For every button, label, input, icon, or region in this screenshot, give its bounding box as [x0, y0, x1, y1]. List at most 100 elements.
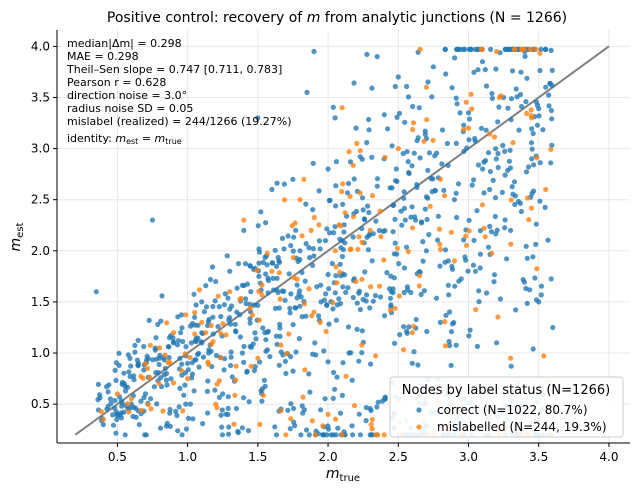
point-correct — [443, 312, 449, 318]
point-correct — [353, 208, 360, 214]
point-correct — [248, 289, 254, 295]
point-correct — [430, 64, 436, 70]
point-correct — [354, 300, 360, 306]
point-correct — [346, 350, 352, 356]
point-correct — [299, 403, 305, 409]
point-correct — [364, 292, 370, 298]
point-correct — [449, 266, 456, 272]
point-correct — [294, 282, 300, 288]
point-mislabelled — [369, 193, 376, 199]
point-correct — [492, 195, 499, 201]
point-correct — [390, 229, 396, 235]
point-mislabelled — [203, 330, 209, 336]
point-mislabelled — [465, 125, 472, 131]
point-correct — [212, 298, 218, 304]
point-correct — [365, 203, 371, 209]
point-mislabelled — [381, 432, 387, 438]
point-mislabelled — [199, 319, 205, 325]
point-mislabelled — [146, 374, 153, 380]
point-correct — [447, 343, 453, 349]
point-correct — [252, 364, 258, 370]
point-correct — [331, 369, 337, 376]
point-mislabelled — [473, 307, 479, 313]
point-correct — [108, 401, 114, 407]
point-correct — [118, 410, 124, 416]
point-correct — [489, 95, 495, 101]
point-correct — [397, 332, 403, 338]
stat-line: median|Δm| = 0.298 — [67, 37, 182, 50]
point-mislabelled — [301, 301, 308, 307]
point-mislabelled — [495, 314, 501, 320]
point-correct — [183, 401, 189, 407]
point-correct — [523, 169, 530, 175]
point-correct — [150, 357, 156, 363]
point-correct — [325, 426, 332, 432]
point-correct — [156, 361, 162, 368]
point-correct — [439, 127, 446, 133]
point-mislabelled — [277, 296, 283, 302]
point-correct — [485, 244, 492, 250]
point-correct — [303, 427, 310, 433]
point-mislabelled — [437, 241, 443, 247]
point-correct — [412, 214, 418, 220]
point-mislabelled — [192, 331, 198, 337]
point-mislabelled — [353, 278, 359, 285]
point-mislabelled — [278, 408, 284, 414]
stat-line: Theil–Sen slope = 0.747 [0.711, 0.783] — [66, 63, 282, 76]
point-correct — [179, 372, 185, 378]
point-correct — [290, 405, 297, 412]
point-correct — [399, 222, 405, 228]
point-correct — [132, 349, 138, 355]
point-correct — [333, 159, 339, 165]
point-mislabelled — [205, 359, 211, 365]
point-correct — [363, 405, 369, 411]
point-correct — [207, 276, 214, 283]
point-correct — [148, 396, 154, 402]
point-correct — [142, 391, 149, 397]
point-correct — [542, 204, 548, 210]
point-correct — [469, 182, 475, 188]
point-correct — [495, 164, 501, 171]
point-correct — [259, 398, 265, 404]
point-mislabelled — [147, 342, 153, 348]
point-correct — [461, 148, 467, 154]
point-correct — [311, 48, 317, 55]
point-mislabelled — [337, 269, 343, 275]
point-correct — [502, 172, 508, 178]
point-correct — [151, 384, 157, 390]
point-correct — [343, 289, 349, 295]
point-correct — [401, 205, 408, 211]
point-correct — [316, 313, 322, 319]
stat-line: direction noise = 3.0° — [67, 89, 187, 102]
x-tick-label: 0.5 — [108, 450, 127, 464]
point-mislabelled — [114, 391, 120, 397]
legend-box — [389, 376, 624, 438]
point-correct — [523, 243, 529, 249]
point-mislabelled — [302, 367, 308, 373]
point-correct — [367, 305, 373, 311]
point-correct — [441, 187, 447, 193]
point-mislabelled — [461, 126, 467, 133]
point-mislabelled — [288, 416, 294, 422]
point-correct — [337, 261, 343, 267]
point-mislabelled — [528, 205, 535, 211]
point-correct — [273, 432, 280, 438]
point-mislabelled — [278, 342, 284, 348]
point-correct — [227, 268, 233, 274]
point-mislabelled — [185, 376, 191, 382]
point-correct — [409, 360, 415, 366]
point-mislabelled — [325, 411, 331, 417]
point-correct — [512, 201, 518, 208]
point-correct — [307, 255, 313, 261]
point-mislabelled — [333, 416, 339, 422]
point-correct — [364, 140, 370, 146]
point-correct — [256, 260, 262, 266]
point-correct — [362, 269, 368, 275]
point-correct — [293, 305, 299, 311]
point-correct — [190, 416, 196, 422]
point-correct — [536, 299, 542, 305]
point-mislabelled — [367, 227, 373, 233]
point-correct — [316, 188, 322, 194]
point-correct — [187, 401, 193, 407]
